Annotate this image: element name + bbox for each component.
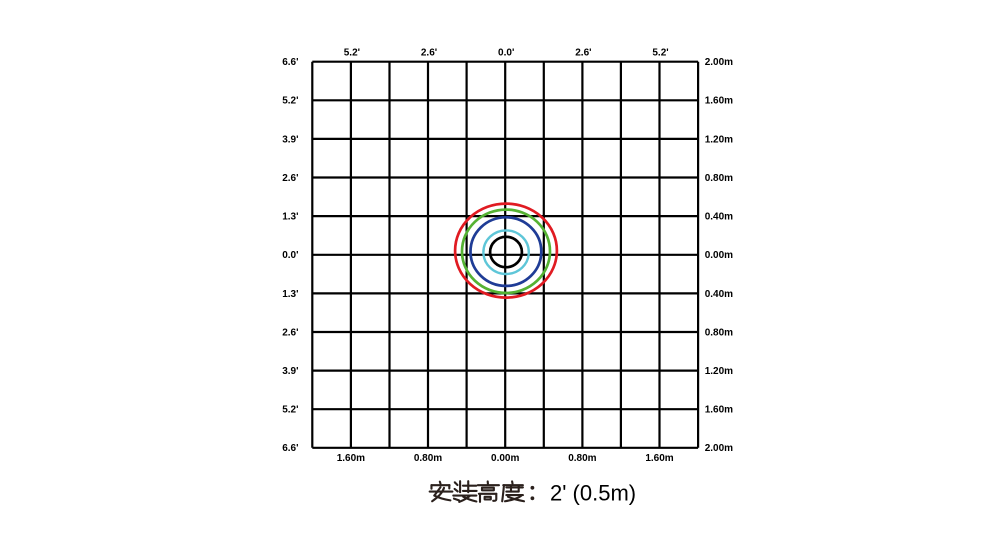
svg-text:5.2': 5.2' [282, 96, 298, 107]
svg-text:0.80m: 0.80m [414, 453, 442, 464]
svg-text:5.2': 5.2' [344, 48, 360, 59]
svg-text:1.3': 1.3' [282, 289, 298, 300]
svg-text:0.40m: 0.40m [705, 212, 733, 223]
svg-text:1.20m: 1.20m [705, 366, 733, 377]
svg-text:3.9': 3.9' [282, 366, 298, 377]
svg-text:3.9': 3.9' [282, 134, 298, 145]
svg-text:0.0': 0.0' [498, 48, 514, 59]
svg-text:0.0': 0.0' [282, 250, 298, 261]
svg-text:1.3': 1.3' [282, 212, 298, 223]
svg-text:1.20m: 1.20m [705, 134, 733, 145]
svg-text:5.2': 5.2' [652, 48, 668, 59]
svg-text:0.80m: 0.80m [568, 453, 596, 464]
svg-text:0.40m: 0.40m [705, 289, 733, 300]
svg-text:1.60m: 1.60m [705, 96, 733, 107]
svg-text:2.6': 2.6' [282, 327, 298, 338]
svg-text:2.6': 2.6' [421, 48, 437, 59]
svg-text:6.6': 6.6' [282, 443, 298, 454]
svg-text:2.6': 2.6' [575, 48, 591, 59]
svg-text:0.00m: 0.00m [491, 453, 519, 464]
svg-text:0.00m: 0.00m [705, 250, 733, 261]
svg-text:5.2': 5.2' [282, 405, 298, 416]
svg-text:2.00m: 2.00m [705, 443, 733, 454]
svg-text:2.00m: 2.00m [705, 57, 733, 68]
svg-text:1.60m: 1.60m [705, 405, 733, 416]
svg-text:1.60m: 1.60m [337, 453, 365, 464]
svg-text:2.6': 2.6' [282, 173, 298, 184]
svg-text:1.60m: 1.60m [645, 453, 673, 464]
svg-text:0.80m: 0.80m [705, 173, 733, 184]
svg-text:6.6': 6.6' [282, 57, 298, 68]
svg-text:2' (0.5m): 2' (0.5m) [550, 480, 636, 505]
svg-text:0.80m: 0.80m [705, 327, 733, 338]
